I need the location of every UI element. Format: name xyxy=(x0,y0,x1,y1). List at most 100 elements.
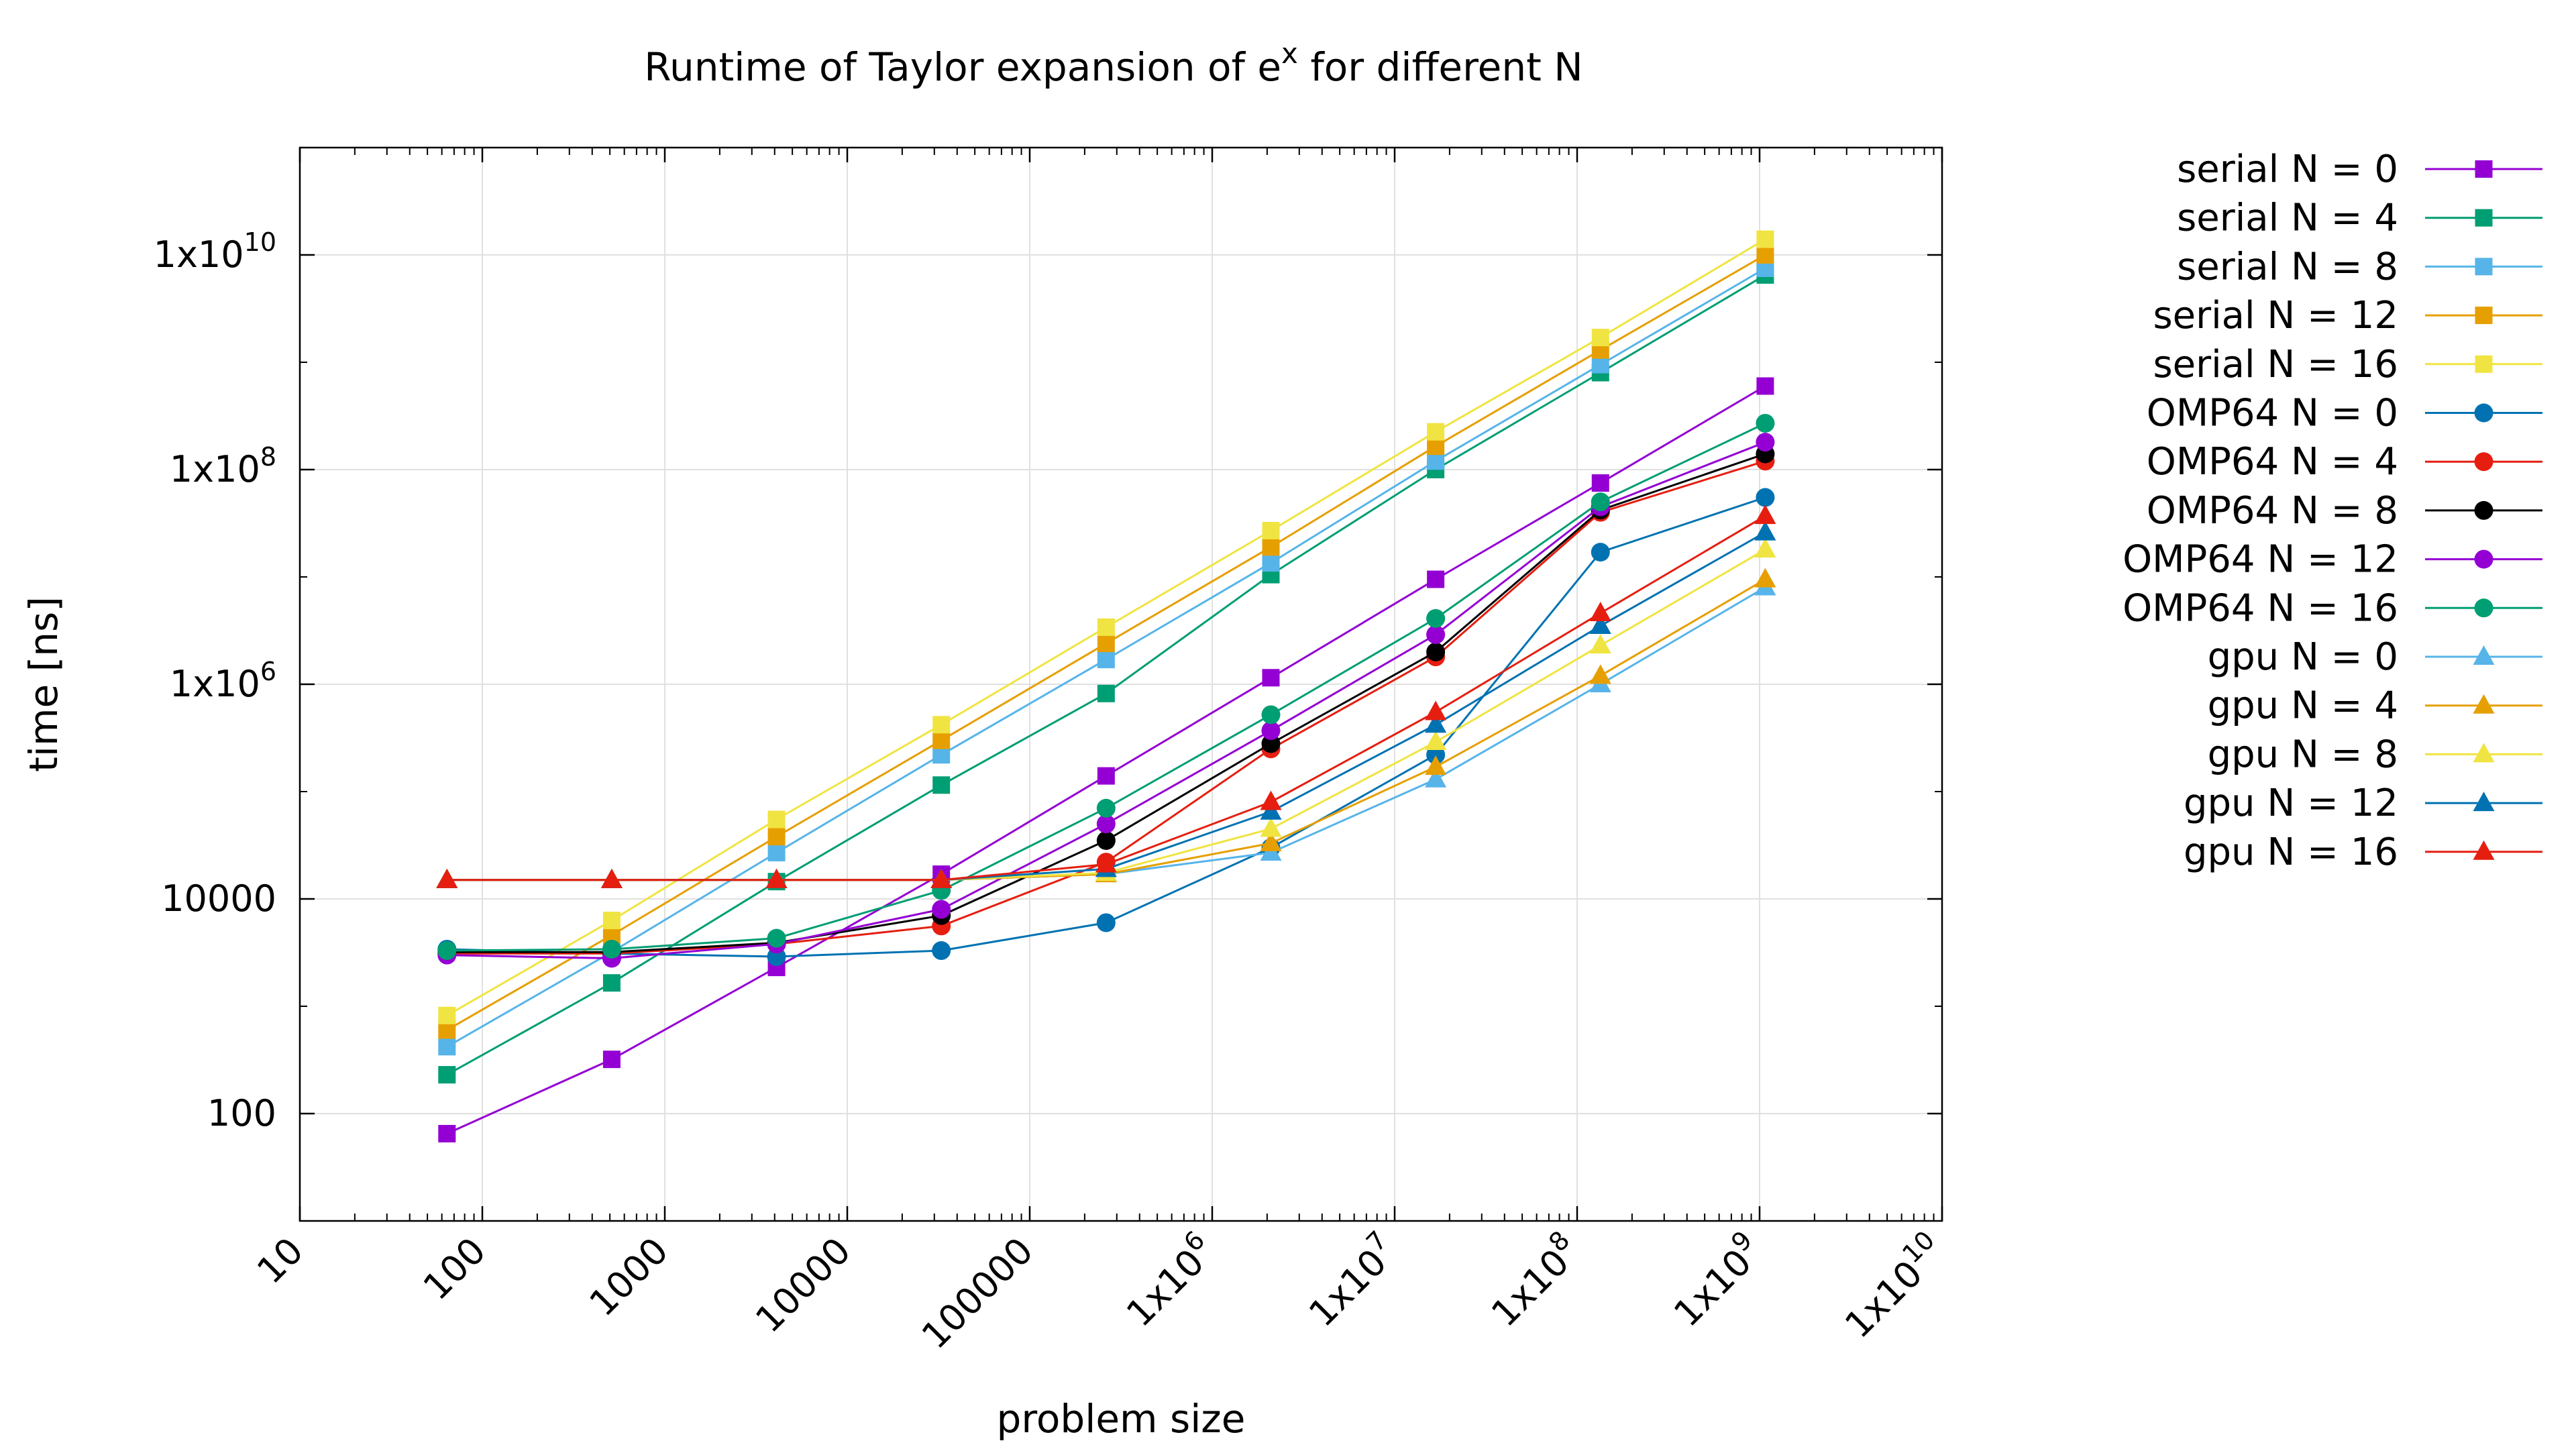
data-point-serial-n-16 xyxy=(438,1006,456,1024)
chart-title-prefix: Runtime of Taylor expansion of e xyxy=(644,44,1281,90)
legend-label: OMP64 N = 4 xyxy=(2147,440,2398,484)
legend-marker xyxy=(2475,355,2493,373)
data-point-omp64-n-16 xyxy=(1096,798,1116,818)
legend-marker xyxy=(2475,258,2493,276)
data-point-omp64-n-16 xyxy=(1591,492,1610,512)
legend-marker xyxy=(2473,840,2495,860)
legend-item-omp64-n-4: OMP64 N = 4 xyxy=(2147,440,2542,484)
legend-label: gpu N = 0 xyxy=(2208,635,2398,679)
grid-lines xyxy=(300,148,1942,1221)
legend-label: OMP64 N = 0 xyxy=(2147,392,2398,435)
legend-label: OMP64 N = 8 xyxy=(2147,489,2398,533)
data-point-gpu-n-8 xyxy=(1589,634,1611,654)
legend: serial N = 0 serial N = 4 serial N = 8 seri… xyxy=(2123,148,2542,874)
legend-item-omp64-n-12: OMP64 N = 12 xyxy=(2123,538,2542,582)
data-point-omp64-n-0 xyxy=(1426,745,1446,765)
data-point-omp64-n-12 xyxy=(1756,433,1775,452)
data-point-gpu-n-4 xyxy=(1589,664,1611,684)
data-point-serial-n-12 xyxy=(767,828,786,846)
legend-marker xyxy=(2474,549,2493,569)
data-point-gpu-n-4 xyxy=(1425,755,1447,775)
data-point-gpu-n-16 xyxy=(1260,790,1282,810)
legend-item-serial-n-0: serial N = 0 xyxy=(2177,148,2542,191)
data-point-omp64-n-8 xyxy=(1096,830,1116,850)
data-point-serial-n-8 xyxy=(1427,452,1445,470)
data-point-serial-n-0 xyxy=(1591,474,1609,492)
data-point-serial-n-0 xyxy=(1262,669,1280,687)
legend-item-omp64-n-0: OMP64 N = 0 xyxy=(2147,392,2542,435)
y-tick-label: 100 xyxy=(207,1092,276,1134)
legend-item-serial-n-4: serial N = 4 xyxy=(2177,197,2542,240)
data-point-serial-n-12 xyxy=(1756,246,1774,264)
legend-item-gpu-n-8: gpu N = 8 xyxy=(2208,733,2542,776)
legend-label: OMP64 N = 12 xyxy=(2123,538,2398,582)
data-point-serial-n-12 xyxy=(932,731,951,749)
chart-title-suffix: for different N xyxy=(1298,44,1583,90)
data-point-omp64-n-16 xyxy=(1756,413,1775,433)
data-point-gpu-n-16 xyxy=(1589,601,1611,621)
legend-label: gpu N = 12 xyxy=(2184,782,2398,825)
data-point-omp64-n-16 xyxy=(602,939,621,959)
data-point-gpu-n-16 xyxy=(1425,700,1447,720)
legend-label: serial N = 12 xyxy=(2153,294,2398,337)
data-point-gpu-n-4 xyxy=(1260,832,1282,852)
data-point-omp64-n-12 xyxy=(1261,721,1281,741)
y-tick-label: 1x1010 xyxy=(154,227,276,276)
data-point-serial-n-0 xyxy=(1756,377,1774,395)
data-point-omp64-n-12 xyxy=(932,900,951,919)
data-point-omp64-n-8 xyxy=(1261,734,1281,753)
series-layer xyxy=(436,230,1776,1142)
data-point-serial-n-16 xyxy=(767,810,786,828)
data-point-omp64-n-16 xyxy=(437,941,457,961)
data-point-gpu-n-16 xyxy=(1754,504,1776,525)
data-point-serial-n-8 xyxy=(1262,554,1280,572)
legend-marker xyxy=(2473,645,2495,665)
legend-label: gpu N = 4 xyxy=(2208,684,2398,728)
data-point-omp64-n-0 xyxy=(1756,488,1775,507)
legend-item-gpu-n-16: gpu N = 16 xyxy=(2184,830,2542,874)
legend-item-gpu-n-4: gpu N = 4 xyxy=(2208,684,2542,728)
legend-item-gpu-n-12: gpu N = 12 xyxy=(2184,782,2542,825)
data-point-serial-n-16 xyxy=(1591,329,1609,347)
legend-item-omp64-n-8: OMP64 N = 8 xyxy=(2147,489,2542,533)
data-point-serial-n-12 xyxy=(1097,635,1115,653)
data-point-gpu-n-16 xyxy=(765,868,788,888)
legend-item-serial-n-8: serial N = 8 xyxy=(2177,245,2542,288)
data-point-omp64-n-12 xyxy=(1426,625,1446,645)
legend-label: gpu N = 16 xyxy=(2184,830,2398,874)
legend-label: serial N = 8 xyxy=(2177,245,2398,288)
data-point-serial-n-4 xyxy=(1097,684,1115,702)
data-point-serial-n-4 xyxy=(438,1066,456,1084)
data-point-serial-n-16 xyxy=(1756,230,1774,248)
data-point-serial-n-0 xyxy=(438,1124,456,1142)
data-point-gpu-n-12 xyxy=(1754,521,1776,541)
data-point-serial-n-4 xyxy=(602,974,621,992)
data-point-serial-n-0 xyxy=(1097,767,1115,785)
data-point-serial-n-8 xyxy=(438,1038,456,1056)
data-point-serial-n-4 xyxy=(932,776,951,794)
legend-marker xyxy=(2475,209,2493,227)
legend-marker xyxy=(2475,160,2493,178)
data-point-gpu-n-8 xyxy=(1754,538,1776,558)
data-point-serial-n-16 xyxy=(1097,618,1115,636)
x-axis-label: problem size xyxy=(997,1396,1246,1442)
y-tick-label: 1x106 xyxy=(170,657,276,705)
data-point-omp64-n-0 xyxy=(1591,543,1610,562)
series-serial-n-16 xyxy=(438,230,1774,1024)
data-point-gpu-n-0 xyxy=(1425,767,1447,788)
legend-marker xyxy=(2474,500,2493,520)
legend-item-serial-n-12: serial N = 12 xyxy=(2153,294,2542,337)
legend-label: serial N = 0 xyxy=(2177,148,2398,191)
data-point-gpu-n-4 xyxy=(1754,568,1776,588)
data-point-omp64-n-16 xyxy=(1261,705,1281,724)
legend-marker xyxy=(2473,694,2495,714)
data-point-serial-n-16 xyxy=(932,716,951,734)
data-point-gpu-n-16 xyxy=(436,868,458,888)
y-axis-label: time [ns] xyxy=(21,596,66,772)
data-point-gpu-n-12 xyxy=(1589,614,1611,634)
legend-marker xyxy=(2473,743,2495,763)
legend-item-serial-n-16: serial N = 16 xyxy=(2153,343,2542,386)
legend-marker xyxy=(2473,792,2495,812)
